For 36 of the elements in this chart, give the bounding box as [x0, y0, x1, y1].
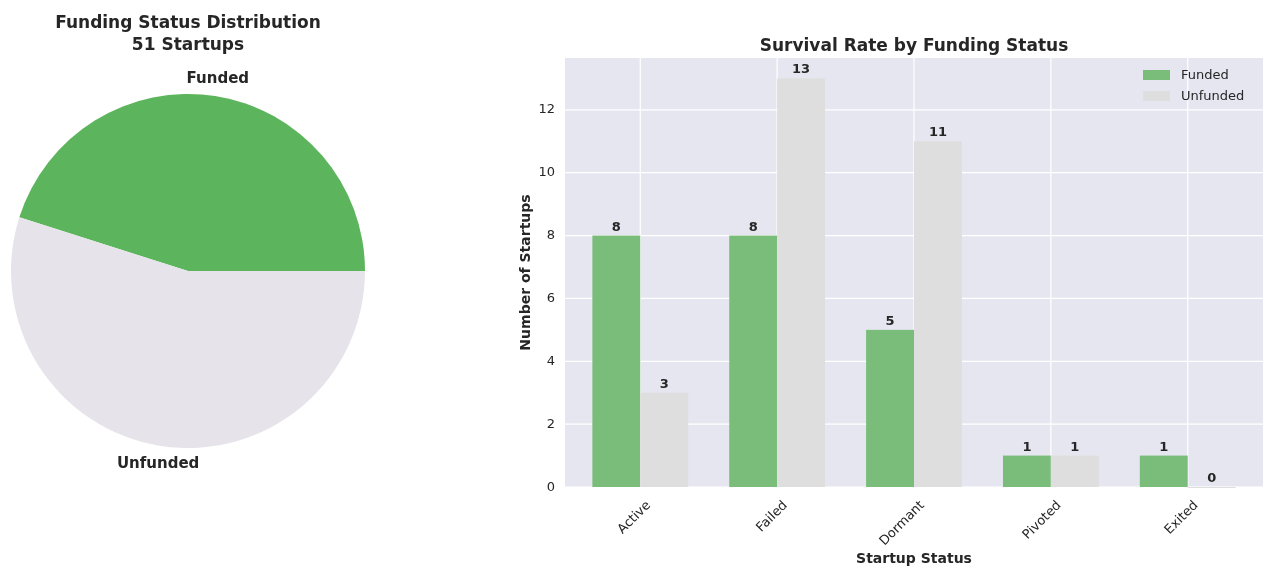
- bar: [866, 329, 914, 487]
- bar: [1139, 455, 1188, 487]
- y-axis-title: Number of Startups: [517, 194, 533, 351]
- pie-slice: [11, 217, 365, 448]
- y-tick-label: 0: [546, 478, 555, 494]
- data-label: 1: [1070, 438, 1080, 454]
- y-tick-label: 2: [546, 415, 555, 431]
- bar: [729, 235, 778, 487]
- y-tick-label: 8: [546, 227, 555, 243]
- slice-label: Unfunded: [116, 453, 200, 472]
- data-label: 1: [1159, 438, 1169, 454]
- chart-title: Survival Rate by Funding Status: [759, 35, 1069, 55]
- pie-slice: [19, 94, 365, 271]
- y-tick-label: 10: [538, 164, 555, 180]
- bar: [777, 78, 826, 487]
- legend-label: Funded: [1181, 66, 1229, 82]
- y-tick-label: 4: [546, 352, 555, 368]
- data-label: 11: [928, 124, 947, 140]
- bar: [592, 235, 641, 487]
- chart-title: Funding Status Distribution 51 Startups: [55, 12, 321, 54]
- bar: [914, 141, 962, 487]
- y-tick-label: 12: [538, 101, 555, 117]
- x-axis-title: Startup Status: [856, 550, 972, 566]
- bar: [1050, 455, 1099, 487]
- bar: [1002, 455, 1051, 487]
- data-label: 8: [611, 218, 621, 234]
- data-label: 13: [792, 61, 811, 77]
- y-tick-label: 6: [546, 289, 555, 305]
- data-label: 8: [748, 218, 758, 234]
- legend-label: Unfunded: [1181, 87, 1245, 103]
- bar: [640, 392, 689, 487]
- data-label: 0: [1207, 470, 1217, 485]
- data-label: 3: [659, 375, 669, 391]
- data-label: 5: [885, 312, 895, 328]
- data-label: 1: [1022, 438, 1032, 454]
- slice-label: Funded: [186, 69, 250, 88]
